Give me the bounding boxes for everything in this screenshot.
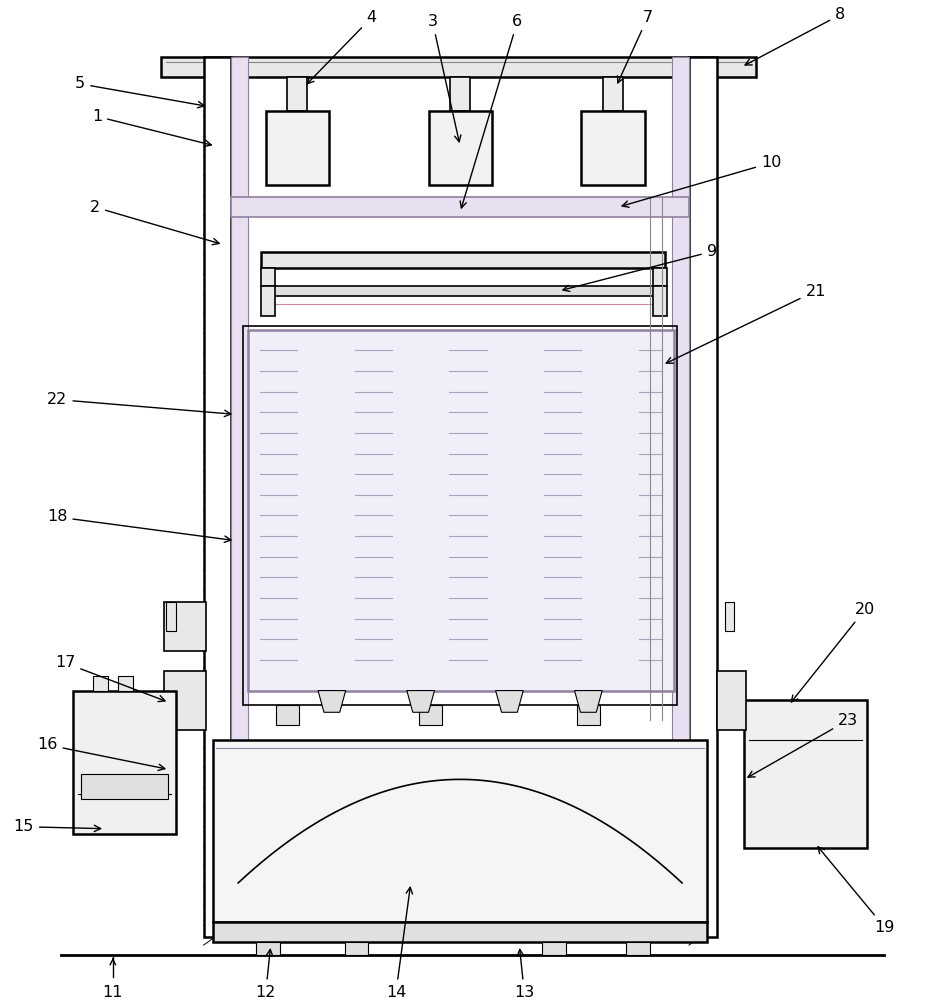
Bar — [203, 57, 231, 937]
Text: 17: 17 — [55, 655, 165, 702]
Polygon shape — [495, 691, 522, 712]
Bar — [287, 77, 307, 111]
Polygon shape — [574, 691, 602, 712]
Polygon shape — [406, 691, 434, 712]
Bar — [164, 602, 205, 651]
Text: 10: 10 — [622, 155, 781, 207]
Bar — [652, 268, 666, 286]
Text: 3: 3 — [427, 14, 461, 142]
Bar — [260, 252, 665, 268]
Polygon shape — [317, 691, 345, 712]
Bar — [450, 77, 470, 111]
Bar — [541, 942, 565, 955]
Text: 14: 14 — [386, 887, 412, 1000]
Text: 16: 16 — [37, 737, 165, 771]
Bar — [576, 705, 600, 725]
Text: 18: 18 — [47, 509, 230, 542]
Text: 23: 23 — [747, 713, 857, 777]
Text: 6: 6 — [460, 14, 522, 208]
Text: 1: 1 — [92, 109, 211, 147]
Text: 22: 22 — [47, 392, 230, 417]
Text: 12: 12 — [256, 949, 276, 1000]
Bar — [266, 286, 660, 296]
Bar — [344, 942, 368, 955]
Text: 21: 21 — [665, 284, 825, 363]
Bar — [231, 197, 688, 217]
Text: 9: 9 — [563, 244, 716, 291]
Bar — [164, 671, 205, 730]
Bar — [231, 57, 248, 937]
Bar — [213, 740, 706, 922]
Bar — [724, 602, 734, 631]
Text: 11: 11 — [103, 985, 123, 1000]
Text: 4: 4 — [307, 10, 376, 84]
Text: 7: 7 — [617, 10, 651, 83]
Bar — [161, 57, 755, 77]
Bar — [625, 942, 649, 955]
Text: 15: 15 — [13, 819, 100, 834]
Bar — [603, 77, 622, 111]
Text: 19: 19 — [817, 847, 894, 935]
Bar — [581, 111, 644, 185]
Bar — [275, 705, 299, 725]
Text: 2: 2 — [90, 200, 219, 245]
Text: 20: 20 — [791, 602, 874, 702]
Bar — [93, 676, 108, 691]
Bar — [242, 326, 677, 705]
Bar — [260, 268, 274, 286]
Text: 5: 5 — [75, 76, 204, 108]
Bar — [743, 700, 866, 848]
Bar — [652, 286, 666, 316]
Bar — [166, 602, 176, 631]
Bar — [428, 111, 491, 185]
Bar — [81, 774, 168, 799]
Bar — [118, 676, 132, 691]
Bar — [73, 691, 176, 834]
Bar — [256, 942, 279, 955]
Bar — [266, 111, 329, 185]
Text: 13: 13 — [514, 949, 534, 1000]
Bar — [248, 330, 674, 691]
Text: 8: 8 — [744, 7, 844, 65]
Bar — [716, 671, 745, 730]
Bar — [671, 57, 688, 937]
Bar — [418, 705, 442, 725]
Bar — [213, 922, 706, 942]
Bar — [260, 286, 274, 316]
Bar — [688, 57, 716, 937]
